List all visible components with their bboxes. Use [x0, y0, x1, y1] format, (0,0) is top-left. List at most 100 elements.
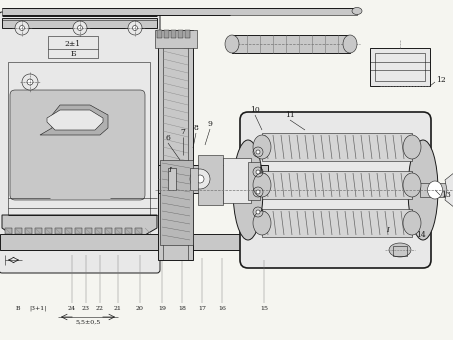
- Bar: [262, 209, 412, 237]
- Circle shape: [73, 21, 87, 35]
- Bar: [157, 30, 162, 38]
- Bar: [2, 18, 157, 28]
- Circle shape: [190, 169, 210, 189]
- Text: 14: 14: [416, 231, 426, 239]
- FancyBboxPatch shape: [0, 12, 160, 273]
- Bar: [105, 228, 112, 234]
- Bar: [393, 246, 407, 256]
- Bar: [65, 228, 72, 234]
- Bar: [35, 228, 42, 234]
- Circle shape: [196, 175, 204, 183]
- Text: I: I: [386, 226, 388, 234]
- Text: 13: 13: [441, 191, 451, 199]
- Circle shape: [19, 26, 24, 31]
- Circle shape: [128, 21, 142, 35]
- Bar: [55, 228, 62, 234]
- Text: 21: 21: [114, 306, 122, 310]
- Bar: [115, 228, 122, 234]
- Polygon shape: [445, 172, 453, 208]
- Circle shape: [27, 79, 33, 85]
- Text: 8: 8: [193, 124, 198, 132]
- Bar: [155, 30, 197, 48]
- Bar: [370, 48, 430, 86]
- Ellipse shape: [233, 140, 263, 240]
- Circle shape: [256, 170, 260, 174]
- Bar: [25, 228, 32, 234]
- Text: 10: 10: [250, 106, 260, 114]
- Bar: [375, 53, 425, 81]
- Text: 19: 19: [158, 306, 166, 310]
- Bar: [171, 30, 176, 38]
- Text: Б: Б: [70, 50, 76, 58]
- Ellipse shape: [403, 173, 421, 197]
- Circle shape: [256, 150, 260, 154]
- Bar: [8, 62, 150, 217]
- Circle shape: [22, 74, 38, 90]
- Ellipse shape: [352, 7, 362, 15]
- Bar: [48, 36, 98, 58]
- Bar: [198, 155, 223, 205]
- Bar: [75, 228, 82, 234]
- Circle shape: [15, 21, 29, 35]
- Text: 22: 22: [96, 306, 104, 310]
- Text: 15: 15: [260, 306, 268, 310]
- Text: 7: 7: [181, 128, 185, 136]
- Bar: [262, 171, 412, 199]
- Text: I: I: [169, 166, 172, 174]
- Ellipse shape: [403, 211, 421, 235]
- Bar: [262, 133, 412, 161]
- Text: 18: 18: [178, 306, 186, 310]
- Text: 5,5±0,5: 5,5±0,5: [75, 320, 101, 324]
- Bar: [160, 160, 193, 245]
- Ellipse shape: [253, 173, 271, 197]
- Polygon shape: [40, 105, 108, 135]
- Bar: [178, 30, 183, 38]
- Bar: [15, 228, 22, 234]
- Bar: [5, 228, 12, 234]
- Text: |3+1|: |3+1|: [29, 305, 47, 311]
- Bar: [135, 228, 142, 234]
- Bar: [223, 158, 251, 203]
- FancyBboxPatch shape: [240, 112, 431, 268]
- Ellipse shape: [253, 135, 271, 159]
- Circle shape: [256, 210, 260, 214]
- Text: 12: 12: [436, 76, 446, 84]
- Text: B: B: [16, 306, 20, 310]
- Circle shape: [77, 26, 82, 31]
- Text: 20: 20: [136, 306, 144, 310]
- Bar: [248, 162, 260, 200]
- Bar: [45, 228, 52, 234]
- Ellipse shape: [403, 135, 421, 159]
- Text: 23: 23: [82, 306, 90, 310]
- Bar: [185, 30, 190, 38]
- Bar: [164, 30, 169, 38]
- Polygon shape: [2, 215, 157, 235]
- Bar: [158, 30, 193, 260]
- Text: 11: 11: [285, 111, 295, 119]
- Circle shape: [256, 190, 260, 194]
- Bar: [190, 168, 198, 190]
- Text: 2±1: 2±1: [65, 40, 81, 48]
- FancyBboxPatch shape: [10, 90, 145, 200]
- Bar: [95, 228, 102, 234]
- Bar: [125, 228, 132, 234]
- Text: 6: 6: [165, 134, 170, 142]
- Bar: [0, 234, 260, 250]
- Bar: [420, 183, 453, 197]
- Ellipse shape: [428, 181, 443, 199]
- Circle shape: [132, 26, 138, 31]
- Ellipse shape: [225, 35, 239, 53]
- Text: 17: 17: [198, 306, 206, 310]
- Bar: [158, 165, 268, 193]
- Ellipse shape: [343, 35, 357, 53]
- Text: 9: 9: [207, 120, 212, 128]
- Bar: [85, 228, 92, 234]
- Text: 16: 16: [218, 306, 226, 310]
- Bar: [168, 168, 176, 190]
- Ellipse shape: [389, 243, 411, 257]
- Ellipse shape: [408, 140, 438, 240]
- Bar: [232, 35, 350, 53]
- Ellipse shape: [253, 211, 271, 235]
- Polygon shape: [47, 110, 103, 130]
- Text: 24: 24: [68, 306, 76, 310]
